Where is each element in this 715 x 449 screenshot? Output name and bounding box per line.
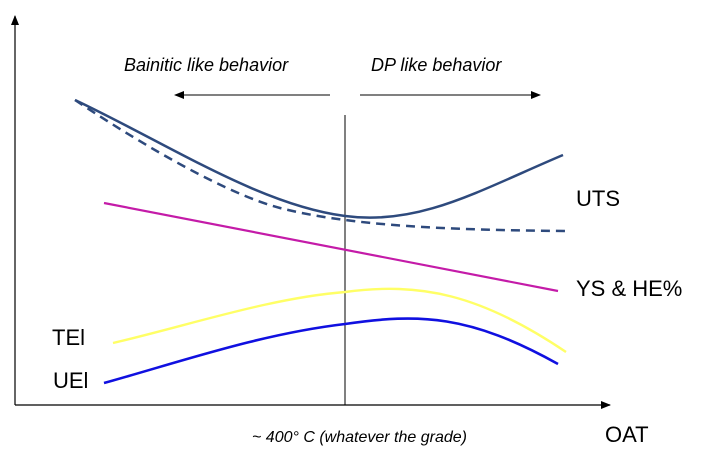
ys-he-label: YS & HE%	[576, 276, 683, 301]
x-axis-label: OAT	[605, 422, 649, 447]
threshold-note: ~ 400° C (whatever the grade)	[252, 429, 467, 446]
uts-curve	[74, 98, 564, 219]
tel-label: TEl	[52, 325, 85, 350]
uel-label: UEl	[53, 368, 89, 393]
ys-he-line	[103, 201, 559, 293]
tel-curve	[112, 287, 567, 353]
uts-label: UTS	[576, 186, 620, 211]
bainitic-label: Bainitic like behavior	[124, 55, 289, 75]
dp-label: DP like behavior	[371, 55, 502, 75]
uts-dashed-curve	[74, 98, 566, 233]
uel-curve	[103, 317, 559, 385]
